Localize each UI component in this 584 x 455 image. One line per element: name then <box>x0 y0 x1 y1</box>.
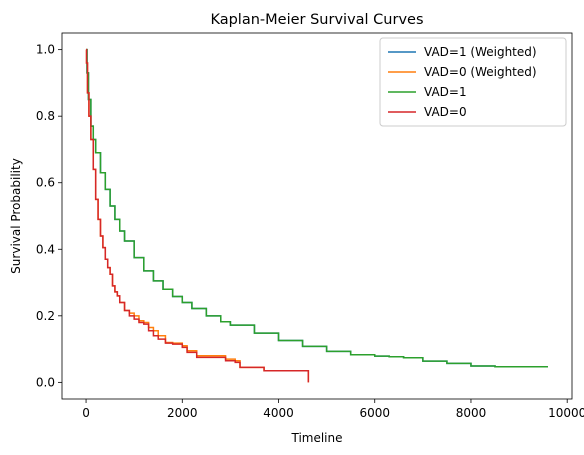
x-axis: 0 2000 4000 6000 8000 10000 <box>82 399 584 420</box>
x-axis-title: Timeline <box>290 431 342 445</box>
chart-title: Kaplan-Meier Survival Curves <box>210 12 423 28</box>
y-axis-title: Survival Probability <box>9 158 23 274</box>
plot-area <box>61 32 573 400</box>
x-tick-label: 4000 <box>263 406 294 420</box>
series-line-3 <box>86 48 548 368</box>
x-tick-label: 6000 <box>359 406 390 420</box>
legend-label: VAD=0 (Weighted) <box>424 65 537 79</box>
legend: VAD=1 (Weighted) VAD=0 (Weighted) VAD=1 VAD… <box>379 37 567 127</box>
legend-label: VAD=1 (Weighted) <box>424 45 537 59</box>
x-tick-label: 2000 <box>167 406 198 420</box>
y-tick-label: 0.0 <box>36 375 55 389</box>
y-tick-label: 0.6 <box>36 176 55 190</box>
x-tick-label: 8000 <box>456 406 487 420</box>
y-tick-label: 0.8 <box>36 109 55 123</box>
x-tick-label: 0 <box>82 406 90 420</box>
y-tick-label: 0.2 <box>36 309 55 323</box>
plot-frame <box>61 32 573 400</box>
series-layer <box>85 48 548 383</box>
y-axis: 0.0 0.2 0.4 0.6 0.8 1.0 <box>36 43 62 389</box>
legend-box <box>379 37 567 127</box>
y-tick-label: 1.0 <box>36 43 55 57</box>
y-tick-label: 0.4 <box>36 242 55 256</box>
x-tick-label: 10000 <box>548 406 584 420</box>
series-line-4 <box>85 48 310 383</box>
legend-label: VAD=1 <box>424 85 467 99</box>
legend-label: VAD=0 <box>424 105 467 119</box>
